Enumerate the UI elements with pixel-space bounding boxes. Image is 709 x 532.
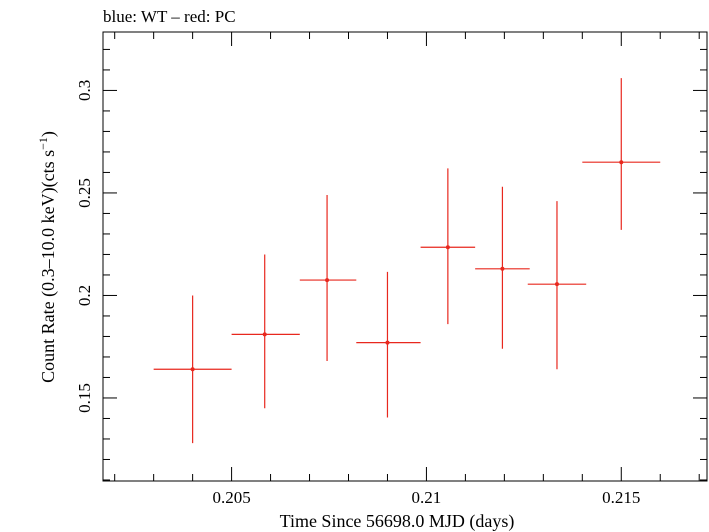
x-tick-label: 0.21 — [412, 488, 442, 507]
x-axis-tick-labels: 0.205 0.21 0.215 — [212, 488, 640, 507]
point-marker — [385, 340, 390, 345]
chart-title: blue: WT – red: PC — [103, 7, 236, 26]
data-points — [153, 78, 661, 444]
y-tick-label: 0.15 — [75, 383, 94, 413]
point-marker — [500, 266, 505, 271]
data-point — [299, 194, 357, 362]
plot-frame — [102, 31, 708, 482]
point-marker — [554, 282, 559, 287]
data-point — [475, 186, 530, 349]
y-tick-label: 0.25 — [75, 178, 94, 208]
point-marker — [619, 160, 624, 165]
y-axis-label-close: ) — [38, 131, 59, 137]
data-point — [582, 78, 661, 230]
x-axis-label: Time Since 56698.0 MJD (days) — [280, 511, 515, 532]
x-tick-label: 0.215 — [602, 488, 640, 507]
data-point — [231, 254, 300, 409]
data-point — [420, 168, 476, 325]
y-tick-label: 0.2 — [75, 285, 94, 306]
data-point — [153, 295, 232, 444]
y-axis-tick-labels: 0.15 0.2 0.25 0.3 — [75, 80, 94, 413]
point-marker — [325, 278, 330, 283]
y-axis-label-superscript: −1 — [36, 137, 50, 150]
point-marker — [262, 332, 267, 337]
y-axis-ticks — [103, 48, 707, 481]
y-tick-label: 0.3 — [75, 80, 94, 101]
data-point — [356, 271, 421, 418]
point-marker — [190, 367, 195, 372]
data-point — [527, 201, 587, 370]
point-marker — [445, 245, 450, 250]
x-axis-ticks — [114, 32, 700, 481]
x-tick-label: 0.205 — [212, 488, 250, 507]
y-axis-label: Count Rate (0.3–10.0 keV)(cts s−1) — [36, 131, 59, 383]
y-axis-label-main: Count Rate (0.3–10.0 keV)(cts s — [38, 150, 59, 383]
